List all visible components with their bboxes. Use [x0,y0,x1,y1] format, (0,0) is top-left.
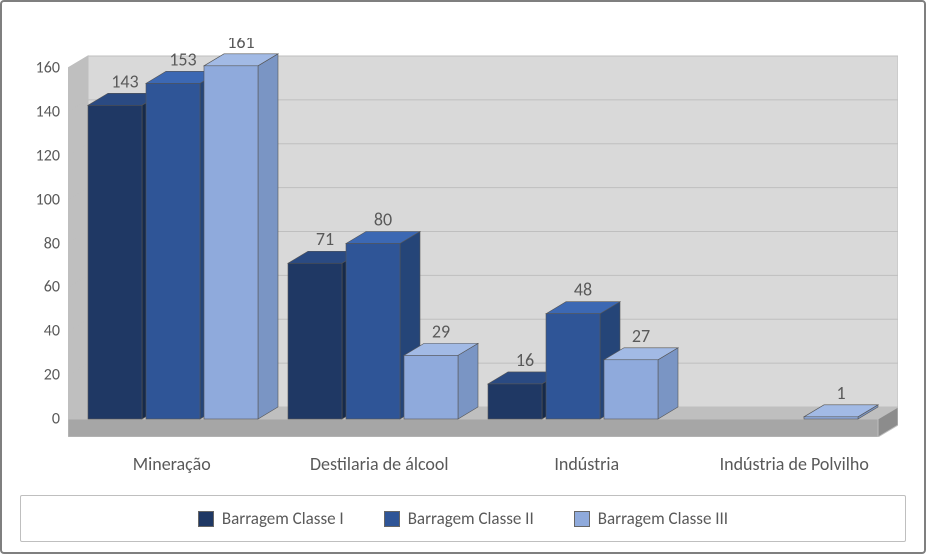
y-tick-label: 160 [36,59,60,78]
legend-label: Barragem Classe II [408,508,534,529]
bar-value-label: 16 [516,349,534,371]
bar-front [488,384,542,419]
legend-label: Barragem Classe I [222,508,344,529]
bar-value-label: 27 [632,325,650,347]
bar-front [204,66,258,419]
legend-label: Barragem Classe III [598,508,728,529]
bar-side [458,343,478,419]
chart-frame: 0 20 40 60 80 100 120 140 160 143 153 161 71 80 29 16 4… [0,0,926,554]
legend-item: Barragem Classe I [198,508,344,529]
bar-front [604,360,658,419]
bar-front [288,263,342,419]
bar-value-label: 161 [227,38,254,53]
y-tick-label: 40 [44,322,60,341]
bar-value-label: 48 [574,279,592,301]
bar-value-label: 29 [432,320,450,342]
x-category-label: Indústria de Polvilho [691,447,899,489]
bar-value-label: 80 [374,209,392,231]
bar-front [546,314,600,419]
bar-value-label: 71 [316,228,334,250]
y-tick-label: 120 [36,146,60,165]
bar-front [346,244,400,420]
y-tick-label: 0 [52,410,60,429]
x-axis-categories: MineraçãoDestilaria de álcoolIndústriaIn… [8,447,918,489]
bar-front [146,83,200,419]
grid-svg: 143 153 161 71 80 29 16 48 27 1 [68,38,898,437]
x-category-label: Indústria [483,447,691,489]
legend-item: Barragem Classe II [384,508,534,529]
y-tick-label: 80 [44,234,60,253]
floor-front [68,419,878,437]
legend-swatch [198,511,214,527]
bar-front [804,417,858,419]
chart-inner: 0 20 40 60 80 100 120 140 160 143 153 161 71 80 29 16 4… [8,8,918,546]
plot-3d: 143 153 161 71 80 29 16 48 27 1 [68,38,898,437]
bar-front [404,355,458,419]
bar-side [658,348,678,419]
bar-front [88,105,142,419]
legend-item: Barragem Classe III [574,508,728,529]
y-tick-label: 100 [36,190,60,209]
bar-value-label: 153 [169,48,196,70]
y-tick-label: 20 [44,366,60,385]
x-category-label: Mineração [68,447,276,489]
legend: Barragem Classe I Barragem Classe II Barra… [20,495,906,542]
plot-area: 0 20 40 60 80 100 120 140 160 143 153 161 71 80 29 16 4… [8,8,918,447]
legend-swatch [384,511,400,527]
legend-swatch [574,511,590,527]
y-tick-label: 140 [36,102,60,121]
y-tick-label: 60 [44,278,60,297]
bar-value-label: 143 [111,70,138,92]
y-axis: 0 20 40 60 80 100 120 140 160 [18,38,68,437]
bar-side [258,54,278,419]
bar-value-label: 1 [836,382,845,404]
x-category-label: Destilaria de álcool [276,447,484,489]
